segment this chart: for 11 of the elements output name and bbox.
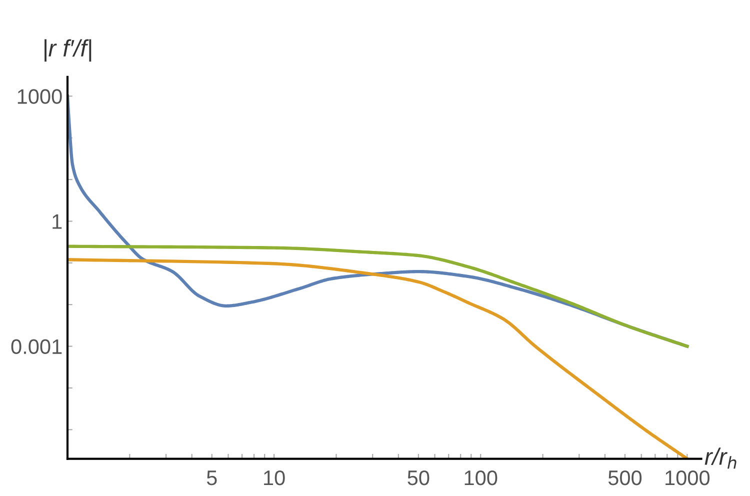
y-tick-label: 0.001	[11, 339, 62, 354]
x-axis-title: r/r$_{h}$	[704, 448, 736, 469]
y-tick-label: 1000	[18, 89, 62, 104]
x-tick-label: 100	[464, 470, 498, 486]
y-axis-title: |r f′/f|	[44, 39, 92, 62]
x-tick-label: 500	[608, 470, 642, 486]
x-tick-label: 50	[408, 470, 430, 486]
x-tick-label: 5	[206, 470, 217, 486]
y-tick-label: 1	[52, 214, 62, 229]
x-tick-label: 1000	[666, 470, 710, 486]
x-tick-label: 10	[264, 470, 285, 486]
